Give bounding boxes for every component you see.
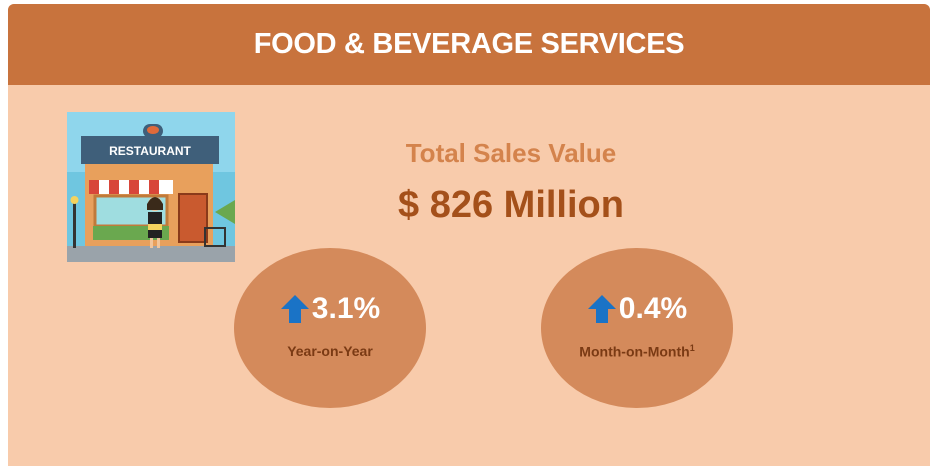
awning (89, 180, 173, 194)
metric-value: 3.1% (311, 292, 381, 325)
summary-label: Total Sales Value (405, 138, 617, 168)
footnote-mark: 1 (689, 343, 695, 353)
card: FOOD & BEVERAGE SERVICES RESTAURANT Tota… (8, 4, 930, 466)
metric-label: Month-on-Month1 (541, 343, 733, 360)
metric-label: Year-on-Year (234, 343, 426, 359)
metric-row: 3.1% (234, 292, 426, 326)
restaurant-illustration: RESTAURANT (67, 112, 235, 262)
metric-label-text: Month-on-Month (579, 343, 690, 360)
up-arrow (587, 295, 616, 323)
sign-text: RESTAURANT (109, 144, 191, 158)
header: FOOD & BEVERAGE SERVICES (8, 4, 930, 85)
summary-value: $ 826 Million (398, 184, 624, 226)
metric-label-text: Year-on-Year (287, 343, 373, 359)
metric-circle: 0.4% Month-on-Month1 (541, 248, 733, 408)
metric-row: 0.4% (541, 292, 733, 326)
metric-circle: 3.1% Year-on-Year (234, 248, 426, 408)
header-title: FOOD & BEVERAGE SERVICES (253, 28, 685, 60)
metric-value: 0.4% (618, 292, 688, 325)
up-arrow (280, 295, 309, 323)
